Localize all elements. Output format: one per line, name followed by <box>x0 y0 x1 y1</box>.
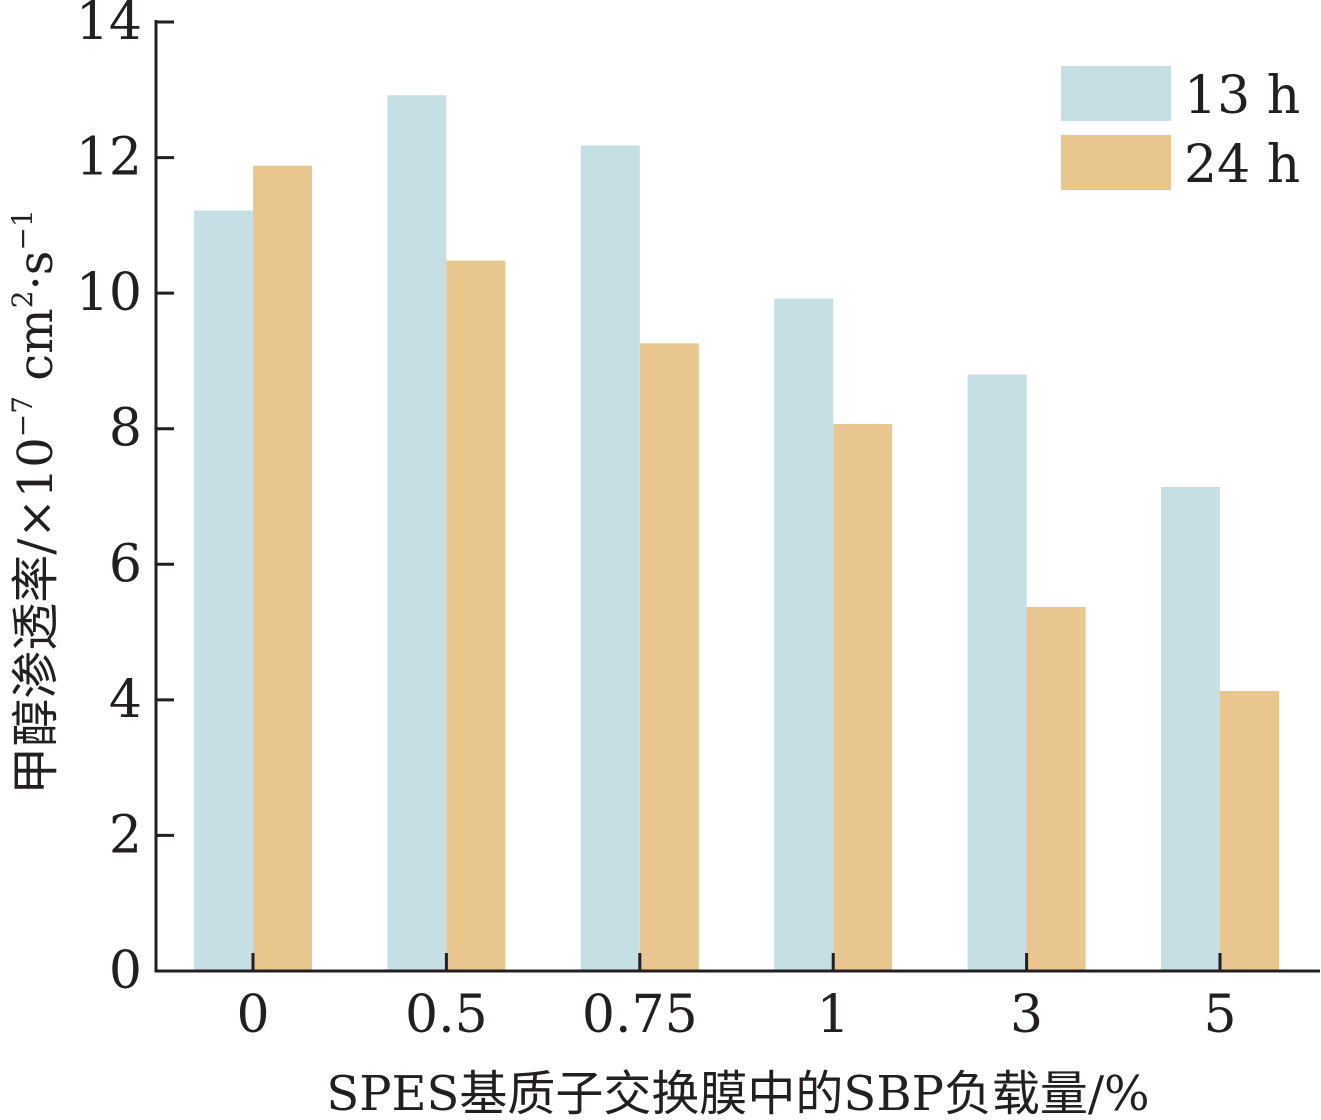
y-axis-label-main: 甲醇渗透率/×10 <box>8 437 64 794</box>
y-axis-label-exp1: −7 <box>6 396 39 437</box>
x-tick-label-5: 5 <box>1203 985 1236 1045</box>
bar-24h-1 <box>833 423 893 971</box>
legend-swatch-13h <box>1061 66 1171 121</box>
y-tick-label-8: 8 <box>109 399 142 459</box>
x-tick-label-0.75: 0.75 <box>582 985 698 1045</box>
y-tick-label-4: 4 <box>109 670 142 730</box>
bar-24h-5 <box>1220 691 1279 971</box>
y-tick-label-14: 14 <box>76 0 142 52</box>
x-ticks-group: 0 0.5 0.75 1 3 5 <box>236 953 1237 1045</box>
x-tick-label-1: 1 <box>817 985 850 1045</box>
y-tick-label-6: 6 <box>109 534 142 594</box>
bar-13h-3 <box>967 374 1027 971</box>
bars-group <box>194 95 1279 972</box>
x-tick-label-0.5: 0.5 <box>405 985 488 1045</box>
y-tick-label-10: 10 <box>76 263 142 323</box>
bar-13h-1 <box>774 298 834 972</box>
x-tick-label-0: 0 <box>236 985 269 1045</box>
axes-group <box>154 20 1320 973</box>
legend: 13 h 24 h <box>1061 66 1300 195</box>
bar-24h-3 <box>1026 606 1086 971</box>
bar-13h-0 <box>194 210 253 972</box>
y-axis-label-dot: ·s <box>8 251 64 291</box>
y-tick-label-0: 0 <box>109 941 142 1001</box>
bar-24h-0.5 <box>446 260 506 971</box>
legend-swatch-24h <box>1061 135 1171 190</box>
legend-label-24h: 24 h <box>1184 135 1300 195</box>
y-tick-label-2: 2 <box>109 805 142 865</box>
bar-13h-0.75 <box>580 145 640 971</box>
y-axis-label-exp3: −1 <box>6 209 39 250</box>
bar-13h-0.5 <box>387 95 447 972</box>
bar-24h-0.75 <box>639 343 699 971</box>
bar-24h-0 <box>253 165 312 972</box>
y-tick-label-12: 12 <box>76 128 142 188</box>
y-axis-label-exp2: 2 <box>6 290 39 308</box>
y-axis-label-unit: cm <box>8 308 64 396</box>
x-axis-label: SPES基质子交换膜中的SBP负载量/% <box>326 1066 1149 1120</box>
y-axis-label: 甲醇渗透率/×10−7 cm2·s−1 <box>6 209 64 794</box>
y-ticks-group: 0 2 4 6 8 10 12 14 <box>76 0 174 1001</box>
bar-13h-5 <box>1161 487 1220 971</box>
legend-label-13h: 13 h <box>1184 66 1300 126</box>
x-tick-label-3: 3 <box>1010 985 1043 1045</box>
